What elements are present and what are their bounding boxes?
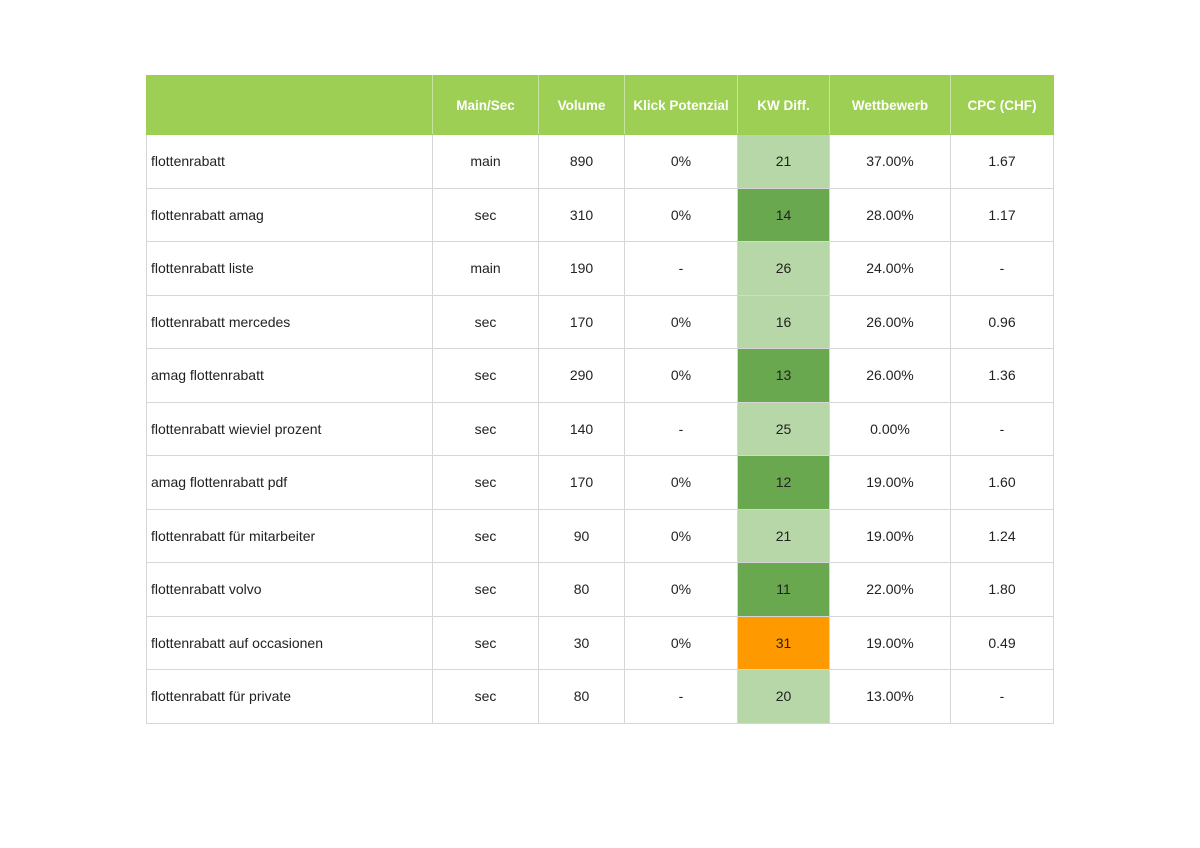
cpc-cell: 1.80 xyxy=(950,562,1054,617)
wettbewerb-cell: 37.00% xyxy=(829,134,951,189)
kw-diff-cell: 12 xyxy=(737,455,830,510)
main-sec-cell: sec xyxy=(432,348,539,403)
kw-diff-cell: 20 xyxy=(737,669,830,724)
wettbewerb-cell: 26.00% xyxy=(829,294,951,349)
volume-cell: 890 xyxy=(538,134,625,189)
header-wettbewerb: Wettbewerb xyxy=(829,75,951,135)
klick-potenzial-cell: 0% xyxy=(624,455,738,510)
main-sec-cell: sec xyxy=(432,294,539,349)
keyword-cell: flottenrabatt amag xyxy=(146,187,433,242)
table-row: flottenrabatt mercedes sec 170 0% 16 26.… xyxy=(146,294,1054,349)
wettbewerb-cell: 19.00% xyxy=(829,508,951,563)
cpc-cell: 1.24 xyxy=(950,508,1054,563)
volume-cell: 190 xyxy=(538,241,625,296)
kw-diff-cell: 21 xyxy=(737,508,830,563)
table-row: flottenrabatt liste main 190 - 26 24.00%… xyxy=(146,241,1054,296)
header-keyword xyxy=(146,75,433,135)
klick-potenzial-cell: 0% xyxy=(624,294,738,349)
klick-potenzial-cell: 0% xyxy=(624,615,738,670)
keyword-cell: flottenrabatt für private xyxy=(146,669,433,724)
wettbewerb-cell: 28.00% xyxy=(829,187,951,242)
cpc-cell: 1.60 xyxy=(950,455,1054,510)
header-klick-potenzial: Klick Potenzial xyxy=(624,75,738,135)
table-row: amag flottenrabatt sec 290 0% 13 26.00% … xyxy=(146,348,1054,403)
table-row: flottenrabatt für private sec 80 - 20 13… xyxy=(146,669,1054,724)
kw-diff-cell: 16 xyxy=(737,294,830,349)
cpc-cell: 1.36 xyxy=(950,348,1054,403)
wettbewerb-cell: 19.00% xyxy=(829,455,951,510)
main-sec-cell: sec xyxy=(432,187,539,242)
volume-cell: 30 xyxy=(538,615,625,670)
cpc-cell: 0.49 xyxy=(950,615,1054,670)
klick-potenzial-cell: 0% xyxy=(624,508,738,563)
table-header: Main/Sec Volume Klick Potenzial KW Diff.… xyxy=(146,75,1054,135)
keyword-cell: flottenrabatt auf occasionen xyxy=(146,615,433,670)
header-volume: Volume xyxy=(538,75,625,135)
table-row: flottenrabatt volvo sec 80 0% 11 22.00% … xyxy=(146,562,1054,617)
cpc-cell: 1.67 xyxy=(950,134,1054,189)
keyword-cell: flottenrabatt mercedes xyxy=(146,294,433,349)
cpc-cell: - xyxy=(950,669,1054,724)
volume-cell: 170 xyxy=(538,294,625,349)
cpc-cell: - xyxy=(950,241,1054,296)
wettbewerb-cell: 22.00% xyxy=(829,562,951,617)
main-sec-cell: sec xyxy=(432,562,539,617)
volume-cell: 80 xyxy=(538,669,625,724)
kw-diff-cell: 26 xyxy=(737,241,830,296)
header-main-sec: Main/Sec xyxy=(432,75,539,135)
main-sec-cell: main xyxy=(432,241,539,296)
kw-diff-cell: 11 xyxy=(737,562,830,617)
kw-diff-cell: 25 xyxy=(737,401,830,456)
klick-potenzial-cell: 0% xyxy=(624,562,738,617)
header-kw-diff: KW Diff. xyxy=(737,75,830,135)
volume-cell: 290 xyxy=(538,348,625,403)
table-body: flottenrabatt main 890 0% 21 37.00% 1.67… xyxy=(146,134,1054,724)
wettbewerb-cell: 26.00% xyxy=(829,348,951,403)
table-row: flottenrabatt auf occasionen sec 30 0% 3… xyxy=(146,615,1054,670)
klick-potenzial-cell: - xyxy=(624,669,738,724)
klick-potenzial-cell: 0% xyxy=(624,134,738,189)
klick-potenzial-cell: 0% xyxy=(624,187,738,242)
table-row: flottenrabatt amag sec 310 0% 14 28.00% … xyxy=(146,187,1054,242)
table-row: flottenrabatt für mitarbeiter sec 90 0% … xyxy=(146,508,1054,563)
table-row: flottenrabatt main 890 0% 21 37.00% 1.67 xyxy=(146,134,1054,189)
volume-cell: 310 xyxy=(538,187,625,242)
cpc-cell: 0.96 xyxy=(950,294,1054,349)
keyword-cell: flottenrabatt wieviel prozent xyxy=(146,401,433,456)
kw-diff-cell: 14 xyxy=(737,187,830,242)
main-sec-cell: sec xyxy=(432,455,539,510)
volume-cell: 90 xyxy=(538,508,625,563)
keyword-cell: flottenrabatt volvo xyxy=(146,562,433,617)
keyword-cell: flottenrabatt xyxy=(146,134,433,189)
klick-potenzial-cell: - xyxy=(624,241,738,296)
wettbewerb-cell: 19.00% xyxy=(829,615,951,670)
volume-cell: 170 xyxy=(538,455,625,510)
cpc-cell: 1.17 xyxy=(950,187,1054,242)
kw-diff-cell: 31 xyxy=(737,615,830,670)
volume-cell: 80 xyxy=(538,562,625,617)
wettbewerb-cell: 0.00% xyxy=(829,401,951,456)
klick-potenzial-cell: - xyxy=(624,401,738,456)
keyword-cell: amag flottenrabatt xyxy=(146,348,433,403)
keyword-table: Main/Sec Volume Klick Potenzial KW Diff.… xyxy=(146,75,1054,724)
keyword-cell: flottenrabatt liste xyxy=(146,241,433,296)
cpc-cell: - xyxy=(950,401,1054,456)
keyword-cell: amag flottenrabatt pdf xyxy=(146,455,433,510)
klick-potenzial-cell: 0% xyxy=(624,348,738,403)
table-row: amag flottenrabatt pdf sec 170 0% 12 19.… xyxy=(146,455,1054,510)
wettbewerb-cell: 24.00% xyxy=(829,241,951,296)
kw-diff-cell: 13 xyxy=(737,348,830,403)
header-cpc: CPC (CHF) xyxy=(950,75,1054,135)
keyword-cell: flottenrabatt für mitarbeiter xyxy=(146,508,433,563)
kw-diff-cell: 21 xyxy=(737,134,830,189)
volume-cell: 140 xyxy=(538,401,625,456)
wettbewerb-cell: 13.00% xyxy=(829,669,951,724)
main-sec-cell: sec xyxy=(432,508,539,563)
header-row: Main/Sec Volume Klick Potenzial KW Diff.… xyxy=(146,75,1054,135)
main-sec-cell: sec xyxy=(432,669,539,724)
table-row: flottenrabatt wieviel prozent sec 140 - … xyxy=(146,401,1054,456)
main-sec-cell: sec xyxy=(432,401,539,456)
main-sec-cell: sec xyxy=(432,615,539,670)
main-sec-cell: main xyxy=(432,134,539,189)
